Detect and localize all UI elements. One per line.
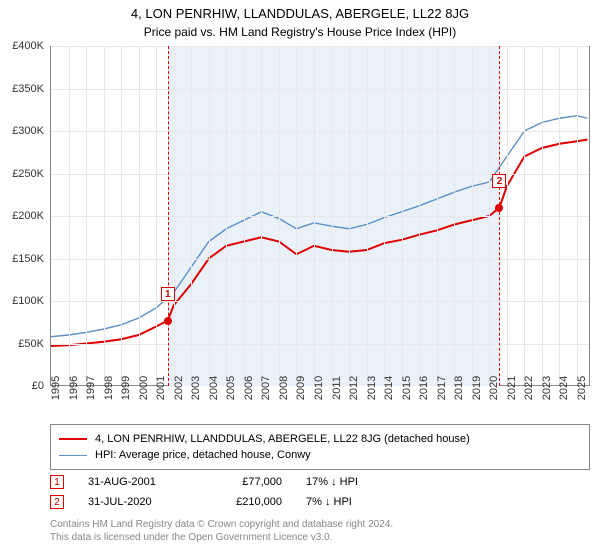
legend-label: 4, LON PENRHIW, LLANDDULAS, ABERGELE, LL… [95,433,470,445]
y-tick-label: £250K [0,168,44,180]
chart-title: 4, LON PENRHIW, LLANDDULAS, ABERGELE, LL… [0,0,600,21]
legend-swatch [59,438,87,440]
x-tick-label: 1995 [50,376,62,400]
chart-subtitle: Price paid vs. HM Land Registry's House … [0,21,600,43]
x-tick-label: 2014 [383,376,395,400]
x-tick-label: 2017 [436,376,448,400]
x-tick-label: 2022 [523,376,535,400]
x-tick-label: 1996 [68,376,80,400]
marker-dot-2 [495,204,503,212]
plot-region: 12 [50,46,590,386]
x-tick-label: 2012 [348,376,360,400]
marker-line-2 [499,46,500,386]
x-tick-label: 2020 [488,376,500,400]
marker-legend-delta: 7% ↓ HPI [306,496,396,508]
legend-box: 4, LON PENRHIW, LLANDDULAS, ABERGELE, LL… [50,424,590,470]
marker-line-1 [168,46,169,386]
y-tick-label: £350K [0,83,44,95]
x-tick-label: 2004 [208,376,220,400]
marker-legend-price: £210,000 [212,496,282,508]
marker-legend-num: 1 [50,475,64,489]
y-tick-label: £400K [0,40,44,52]
y-tick-label: £100K [0,295,44,307]
y-tick-label: £150K [0,253,44,265]
x-tick-label: 2009 [295,376,307,400]
legend-item: 4, LON PENRHIW, LLANDDULAS, ABERGELE, LL… [59,431,581,447]
x-tick-label: 2011 [331,376,343,400]
x-tick-label: 2019 [471,376,483,400]
legend-label: HPI: Average price, detached house, Conw… [95,449,311,461]
x-tick-label: 2018 [453,376,465,400]
x-tick-label: 2006 [243,376,255,400]
marker-legend-row: 1 31-AUG-2001 £77,000 17% ↓ HPI [50,472,590,492]
x-tick-label: 1999 [120,376,132,400]
y-tick-label: £300K [0,125,44,137]
x-tick-label: 2024 [558,376,570,400]
x-tick-label: 2000 [138,376,150,400]
marker-box-2: 2 [492,174,506,188]
marker-legend-price: £77,000 [212,476,282,488]
marker-legend-date: 31-AUG-2001 [88,476,188,488]
x-tick-label: 1998 [103,376,115,400]
footer-line-1: Contains HM Land Registry data © Crown c… [50,518,590,531]
x-tick-label: 2007 [260,376,272,400]
x-tick-label: 2015 [401,376,413,400]
marker-legend: 1 31-AUG-2001 £77,000 17% ↓ HPI 2 31-JUL-2020… [50,472,590,512]
legend-item: HPI: Average price, detached house, Conw… [59,447,581,463]
x-tick-label: 2013 [366,376,378,400]
x-tick-label: 2008 [278,376,290,400]
y-tick-label: £0 [0,380,44,392]
marker-legend-delta: 17% ↓ HPI [306,476,396,488]
x-tick-label: 2021 [506,376,518,400]
x-tick-label: 2005 [225,376,237,400]
x-tick-label: 1997 [85,376,97,400]
x-tick-label: 2023 [541,376,553,400]
y-tick-label: £50K [0,338,44,350]
marker-box-1: 1 [161,287,175,301]
marker-dot-1 [164,317,172,325]
footer-line-2: This data is licensed under the Open Gov… [50,531,590,544]
footer-attribution: Contains HM Land Registry data © Crown c… [50,518,590,544]
marker-legend-date: 31-JUL-2020 [88,496,188,508]
marker-legend-num: 2 [50,495,64,509]
x-tick-label: 2003 [190,376,202,400]
x-tick-label: 2025 [576,376,588,400]
x-tick-label: 2001 [155,376,167,400]
x-tick-label: 2016 [418,376,430,400]
x-tick-label: 2002 [173,376,185,400]
legend-swatch [59,455,87,456]
y-tick-label: £200K [0,210,44,222]
x-tick-label: 2010 [313,376,325,400]
chart-area: 12 £0£50K£100K£150K£200K£250K£300K£350K£… [50,46,590,416]
marker-legend-row: 2 31-JUL-2020 £210,000 7% ↓ HPI [50,492,590,512]
